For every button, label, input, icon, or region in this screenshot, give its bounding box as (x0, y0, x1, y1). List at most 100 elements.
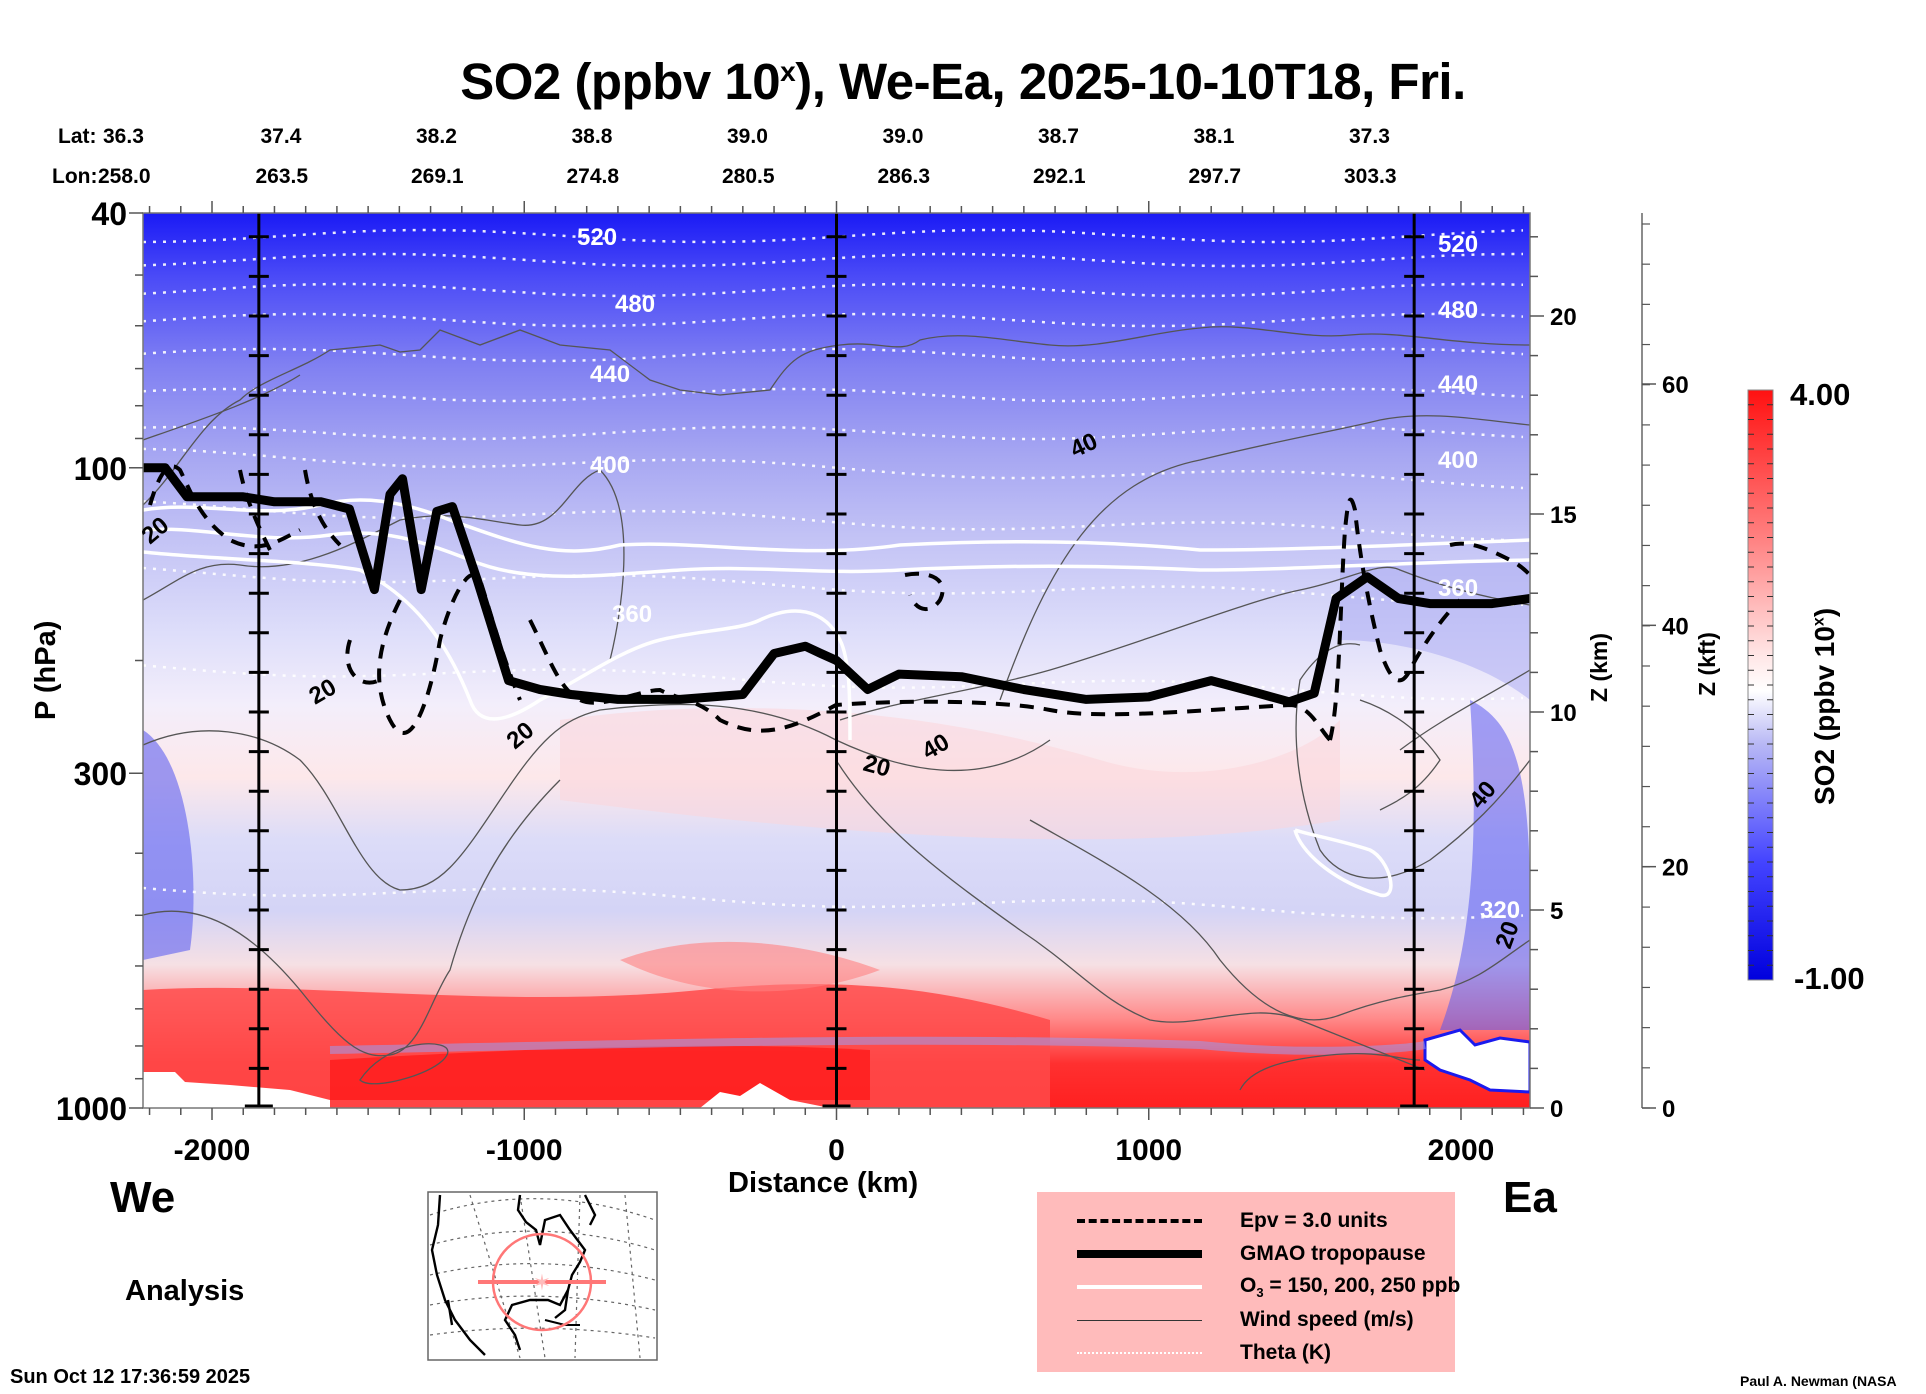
y-axis-label: P (hPa) (30, 620, 62, 720)
thin-line-icon (1077, 1319, 1202, 1321)
legend: Epv = 3.0 units GMAO tropopause O3 = 150… (1037, 1192, 1460, 1372)
legend-item-wind: Wind speed (m/s) (1077, 1305, 1414, 1335)
legend-item-ozone: O3 = 150, 200, 250 ppb (1077, 1272, 1460, 1302)
lat-value: 38.2 (416, 125, 457, 148)
so2-low-east (1440, 700, 1530, 1030)
theta-label-east: 480 (1438, 297, 1478, 324)
zkft-tick-label: 20 (1662, 855, 1689, 882)
epv-contour (238, 469, 342, 551)
inset-map-frame (427, 1191, 658, 1361)
theta-label: 520 (577, 224, 617, 251)
theta-label: 480 (615, 291, 655, 318)
wind-speed-contour (143, 374, 625, 661)
zkm-tick-label: 0 (1550, 1096, 1563, 1123)
colorbar-label: SO2 (ppbv 10x) (1809, 607, 1840, 805)
lat-value: 39.0 (727, 125, 768, 148)
colorbar-ticks (1748, 404, 1773, 966)
zkft-tick-label: 40 (1662, 613, 1689, 640)
colorbar-max-label: 4.00 (1790, 377, 1851, 412)
wind-speed-contour (1239, 1052, 1421, 1091)
theta-contour (143, 252, 1524, 268)
legend-item-epv: Epv = 3.0 units (1077, 1206, 1388, 1236)
ozone-contour (1293, 828, 1393, 897)
x-axis-label: Distance (km) (728, 1167, 919, 1199)
lon-value: 303.3 (1344, 165, 1397, 188)
so2-mid-band (560, 708, 1340, 840)
wind-speed-contour (839, 566, 1530, 721)
ozone-contour (143, 550, 852, 741)
inset-center-star-icon: ✶ (533, 1270, 551, 1295)
theta-contour (143, 664, 1524, 701)
terrain-mask-east (1423, 1028, 1530, 1094)
theta-label: 440 (590, 361, 630, 388)
y-tick-label: 1000 (56, 1091, 127, 1127)
lat-value: 37.3 (1349, 125, 1390, 148)
so2-low-west (143, 730, 194, 960)
wind-speed-contour (143, 326, 1530, 506)
epv-contour (148, 464, 1530, 742)
lon-value: 292.1 (1033, 165, 1086, 188)
terrain-mask-center (700, 1083, 830, 1108)
lat-value: 38.8 (571, 125, 613, 148)
wind-speed-contour (1029, 819, 1530, 1021)
colorbar (1747, 389, 1774, 981)
lon-value: 269.1 (411, 165, 464, 188)
dashed-line-icon (1077, 1219, 1202, 1223)
chart-title: SO2 (ppbv 10x), We-Ea, 2025-10-10T18, Fr… (460, 53, 1466, 110)
east-label: Ea (1503, 1173, 1557, 1222)
theta-contour (143, 886, 1524, 920)
lon-value: 280.5 (722, 165, 775, 188)
legend-item-tropopause: GMAO tropopause (1077, 1239, 1426, 1269)
lon-value: 286.3 (877, 165, 931, 188)
wind-speed-contour (835, 759, 1426, 1071)
theta-label: 320 (1480, 897, 1520, 924)
so2-field (143, 213, 1530, 1108)
lon-label: Lon: (52, 165, 98, 188)
x-tick-label: 1000 (1115, 1134, 1182, 1167)
so2-low-streak (329, 1036, 1426, 1055)
epv-contour (1449, 541, 1530, 577)
zkft-tick-label: 0 (1662, 1096, 1675, 1123)
so2-surface-max (330, 1045, 870, 1100)
zkm-tick-label: 10 (1550, 700, 1577, 727)
zkm-tick-label: 15 (1550, 502, 1577, 529)
y-tick-label: 40 (91, 196, 127, 232)
axes: -2000 -1000 0 1000 2000 40 100 300 1000 0 5 10 15 20 0… (56, 196, 1689, 1167)
thick-line-icon (1077, 1250, 1202, 1258)
lon-value: 263.5 (255, 165, 309, 188)
y2-axis-label: Z (km) (1586, 633, 1612, 702)
zkm-tick-label: 5 (1550, 898, 1563, 925)
theta-contour (143, 425, 1524, 441)
lat-value: 39.0 (882, 125, 924, 148)
so2-red-blob (620, 941, 880, 992)
theta-label: 360 (612, 601, 652, 628)
theta-contour (143, 500, 1524, 542)
zkft-tick-label: 60 (1662, 372, 1689, 399)
wind-speed-contour (143, 703, 1051, 891)
wind-speed-contours (143, 326, 1530, 1091)
colorbar-min-label: -1.00 (1794, 961, 1865, 996)
dotted-line-icon (1077, 1352, 1202, 1354)
white-line-icon (1077, 1285, 1202, 1289)
wind-speed-contour (1295, 643, 1530, 879)
lat-value: 38.7 (1038, 125, 1079, 148)
lat-label: Lat: (58, 125, 97, 148)
x-tick-label: -2000 (174, 1134, 251, 1167)
lat-value: 38.1 (1193, 125, 1235, 148)
lat-value: 37.4 (260, 125, 302, 148)
wind-speed-contour (359, 1043, 449, 1085)
theta-contour (143, 282, 1524, 298)
theta-label: 400 (590, 452, 630, 479)
lon-value: 274.8 (566, 165, 620, 188)
zkm-tick-label: 20 (1550, 304, 1577, 331)
west-label: We (110, 1173, 176, 1222)
theta-contour (143, 387, 1524, 403)
wind-speed-contour (143, 779, 561, 1057)
x-tick-label: -1000 (486, 1134, 563, 1167)
theta-label-east: 360 (1438, 575, 1478, 602)
epv-contour (1328, 497, 1462, 741)
timestamp: Sun Oct 12 17:36:59 2025 (10, 1366, 251, 1388)
theta-label-east: 400 (1438, 447, 1478, 474)
lon-value: 258.0 (98, 165, 151, 188)
